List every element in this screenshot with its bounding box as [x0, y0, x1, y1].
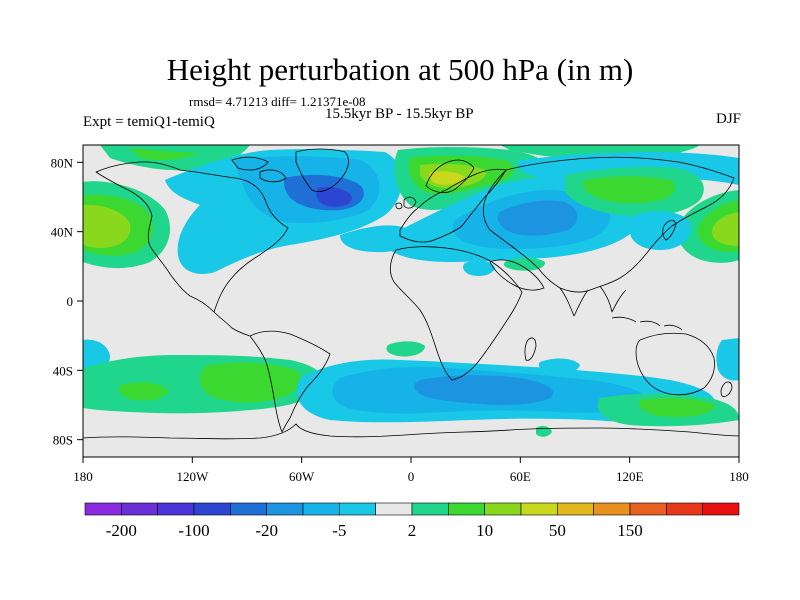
contour-region-south-pacific-inner [118, 382, 168, 401]
contour-region-south-america-high-inner [199, 362, 302, 403]
colorbar-label: -20 [255, 521, 278, 540]
colorbar-label: 150 [617, 521, 643, 540]
coastline-japan [662, 220, 677, 241]
experiment-label: Expt = temiQ1-temiQ [83, 114, 215, 130]
coastline-greenland [295, 148, 349, 192]
coastline-africa [390, 246, 523, 381]
x-tick-label: 60E [510, 469, 531, 484]
contour-region-southern-ocean-low-core [414, 375, 554, 405]
y-axis: 80N 40N 0 40S 80S [51, 155, 83, 448]
colorbar-swatch [593, 502, 631, 516]
colorbar-swatch [557, 502, 594, 516]
contour-region-east-asia-high-inner [583, 176, 676, 204]
colorbar-swatch [121, 502, 158, 516]
coastline-australia [635, 332, 715, 396]
colorbar-swatch [666, 502, 703, 516]
colorbar-label: 50 [549, 521, 566, 540]
colorbar-swatch [302, 502, 340, 516]
coastline-antarctica [83, 423, 739, 440]
contour-region-africa-low [463, 260, 495, 276]
colorbar-swatch [84, 502, 122, 516]
x-tick-label: 120W [176, 469, 209, 484]
colorbar-swatch [375, 502, 413, 516]
contour-region-scandinavia-high-center [429, 171, 465, 185]
colorbar-swatch [702, 502, 740, 516]
colorbar-label: -100 [178, 521, 209, 540]
y-tick-label: 0 [67, 294, 74, 309]
coastline-south-america [249, 330, 331, 433]
y-tick-label: 40N [51, 225, 74, 240]
coastline-central-america [213, 311, 251, 337]
contour-region-north-america-low-center [316, 187, 352, 207]
coastline-asia [482, 156, 735, 293]
colorbar-label: 10 [476, 521, 493, 540]
coastline-indonesia [611, 316, 683, 331]
colorbar-swatch [339, 502, 376, 516]
colorbar-label: -5 [332, 521, 346, 540]
colorbar-swatch [230, 502, 267, 516]
contour-region-australia-low-patch [716, 338, 739, 381]
y-tick-label: 80S [53, 433, 73, 448]
colorbar-swatch [629, 502, 667, 516]
contour-region-south-indian-high-inner [639, 397, 715, 418]
y-tick-label: 80N [51, 155, 74, 170]
coastline-new-zealand [720, 381, 733, 397]
coastline-madagascar [524, 337, 537, 361]
y-tick-label: 40S [53, 363, 73, 378]
contour-region-north-pacific-east-core [712, 212, 739, 246]
coastline-arctic-islands [231, 156, 287, 183]
coastline-north-america [95, 161, 289, 313]
stats-text: rmsd= 4.71213 diff= 1.21371e-08 [189, 94, 366, 109]
colorbar-swatch [448, 502, 485, 516]
contour-region-arctic-pacific-inner [130, 148, 200, 160]
season-label: DJF [715, 111, 741, 127]
coastline-british-isles [395, 196, 417, 210]
map-title: Height perturbation at 500 hPa (in m) [166, 52, 634, 87]
contour-region-eurasia-low-core [497, 200, 578, 236]
colorbar-swatch [411, 502, 449, 516]
x-tick-label: 180 [73, 469, 93, 484]
colorbar-swatch [484, 502, 522, 516]
contour-region-arabia-high [503, 257, 545, 271]
colorbar: -200 -100 -20 -5 2 10 50 150 [84, 502, 740, 540]
coastline-scandinavia [425, 159, 475, 194]
contour-region-japan-low [629, 210, 691, 250]
coastline-india [559, 287, 589, 317]
colorbar-label: 2 [408, 521, 417, 540]
x-tick-label: 0 [408, 469, 415, 484]
x-tick-label: 180 [729, 469, 749, 484]
colorbar-swatch [193, 502, 231, 516]
colorbar-label: -200 [106, 521, 137, 540]
colorbar-swatch [520, 502, 558, 516]
colorbar-swatch [266, 502, 304, 516]
contour-region-north-pacific-west-core [83, 204, 131, 248]
x-axis: 180 120W 60W 0 60E 120E 180 [73, 457, 749, 484]
x-tick-label: 120E [616, 469, 644, 484]
colorbar-swatch [157, 502, 195, 516]
x-tick-label: 60W [289, 469, 315, 484]
period-label: 15.5kyr BP - 15.5kyr BP [325, 106, 474, 122]
coastline-arabia [489, 259, 545, 291]
coastline-layer [83, 148, 739, 440]
coastline-indochina [599, 285, 627, 313]
contour-region-south-atlantic-high [386, 341, 425, 357]
